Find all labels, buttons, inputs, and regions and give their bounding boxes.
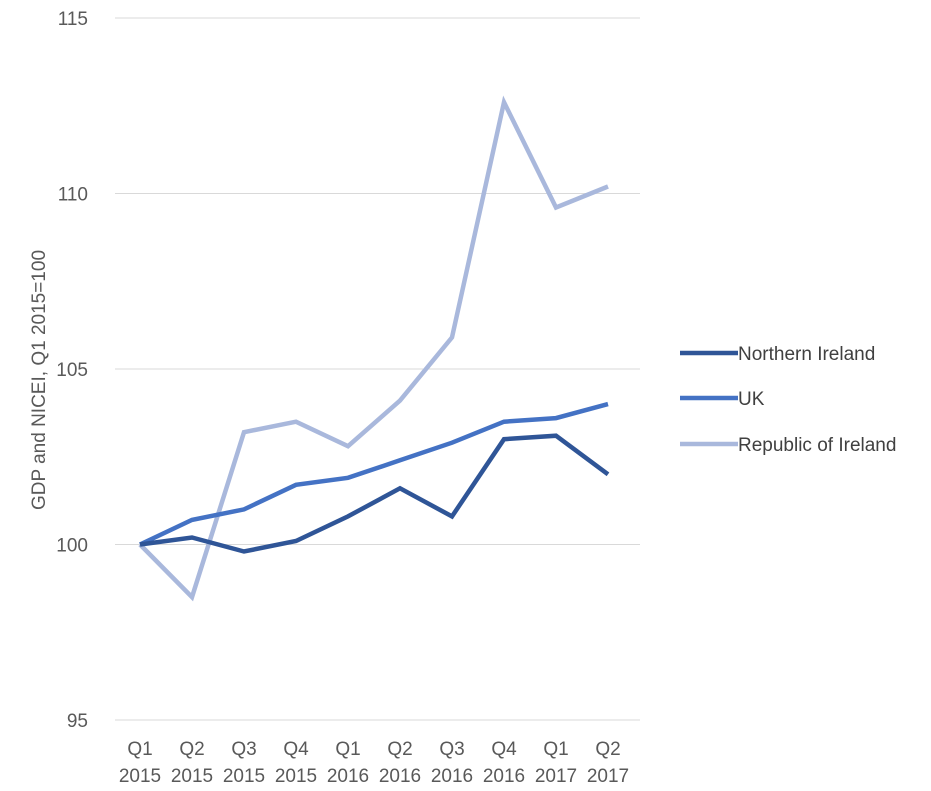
x-tick-label-year: 2017 xyxy=(587,766,629,787)
series-line-northern-ireland xyxy=(139,433,610,554)
y-tick-label: 105 xyxy=(56,360,88,381)
x-tick-label-year: 2015 xyxy=(275,766,317,787)
x-tick-label-quarter: Q1 xyxy=(127,739,152,760)
x-tick-label-quarter: Q2 xyxy=(179,739,204,760)
y-axis-ticks: 95 100 105 110 115 xyxy=(56,9,88,732)
x-tick-label-year: 2016 xyxy=(483,766,525,787)
legend-label: UK xyxy=(738,389,765,410)
x-tick-label-quarter: Q3 xyxy=(231,739,256,760)
x-tick-label-year: 2016 xyxy=(431,766,473,787)
x-tick-label-quarter: Q1 xyxy=(543,739,568,760)
x-tick-label-quarter: Q2 xyxy=(595,739,620,760)
y-tick-label: 115 xyxy=(58,9,88,30)
y-tick-label: 110 xyxy=(58,185,88,206)
series-line-republic-of-ireland xyxy=(138,95,609,602)
x-tick-label-quarter: Q3 xyxy=(439,739,464,760)
x-tick-label-year: 2015 xyxy=(119,766,161,787)
x-tick-label-quarter: Q2 xyxy=(387,739,412,760)
legend-label: Republic of Ireland xyxy=(738,435,896,456)
y-tick-label: 100 xyxy=(56,536,88,557)
gridlines xyxy=(115,17,640,721)
legend: Northern Ireland UK Republic of Ireland xyxy=(680,344,896,456)
y-axis-title: GDP and NICEI, Q1 2015=100 xyxy=(29,250,50,510)
x-tick-label-year: 2017 xyxy=(535,766,577,787)
series-line-uk xyxy=(139,401,609,547)
x-tick-label-year: 2016 xyxy=(379,766,421,787)
x-axis-ticks: Q1 2015 Q2 2015 Q3 2015 Q4 2015 Q1 2016 Q2 2016 Q3 20… xyxy=(119,739,629,787)
series-lines xyxy=(138,95,610,602)
x-tick-label-year: 2015 xyxy=(171,766,213,787)
x-tick-label-quarter: Q4 xyxy=(283,739,309,760)
y-tick-label: 95 xyxy=(67,711,88,732)
x-tick-label-year: 2016 xyxy=(327,766,369,787)
x-tick-label-quarter: Q4 xyxy=(491,739,517,760)
x-tick-label-quarter: Q1 xyxy=(335,739,360,760)
x-tick-label-year: 2015 xyxy=(223,766,265,787)
legend-label: Northern Ireland xyxy=(738,344,875,365)
